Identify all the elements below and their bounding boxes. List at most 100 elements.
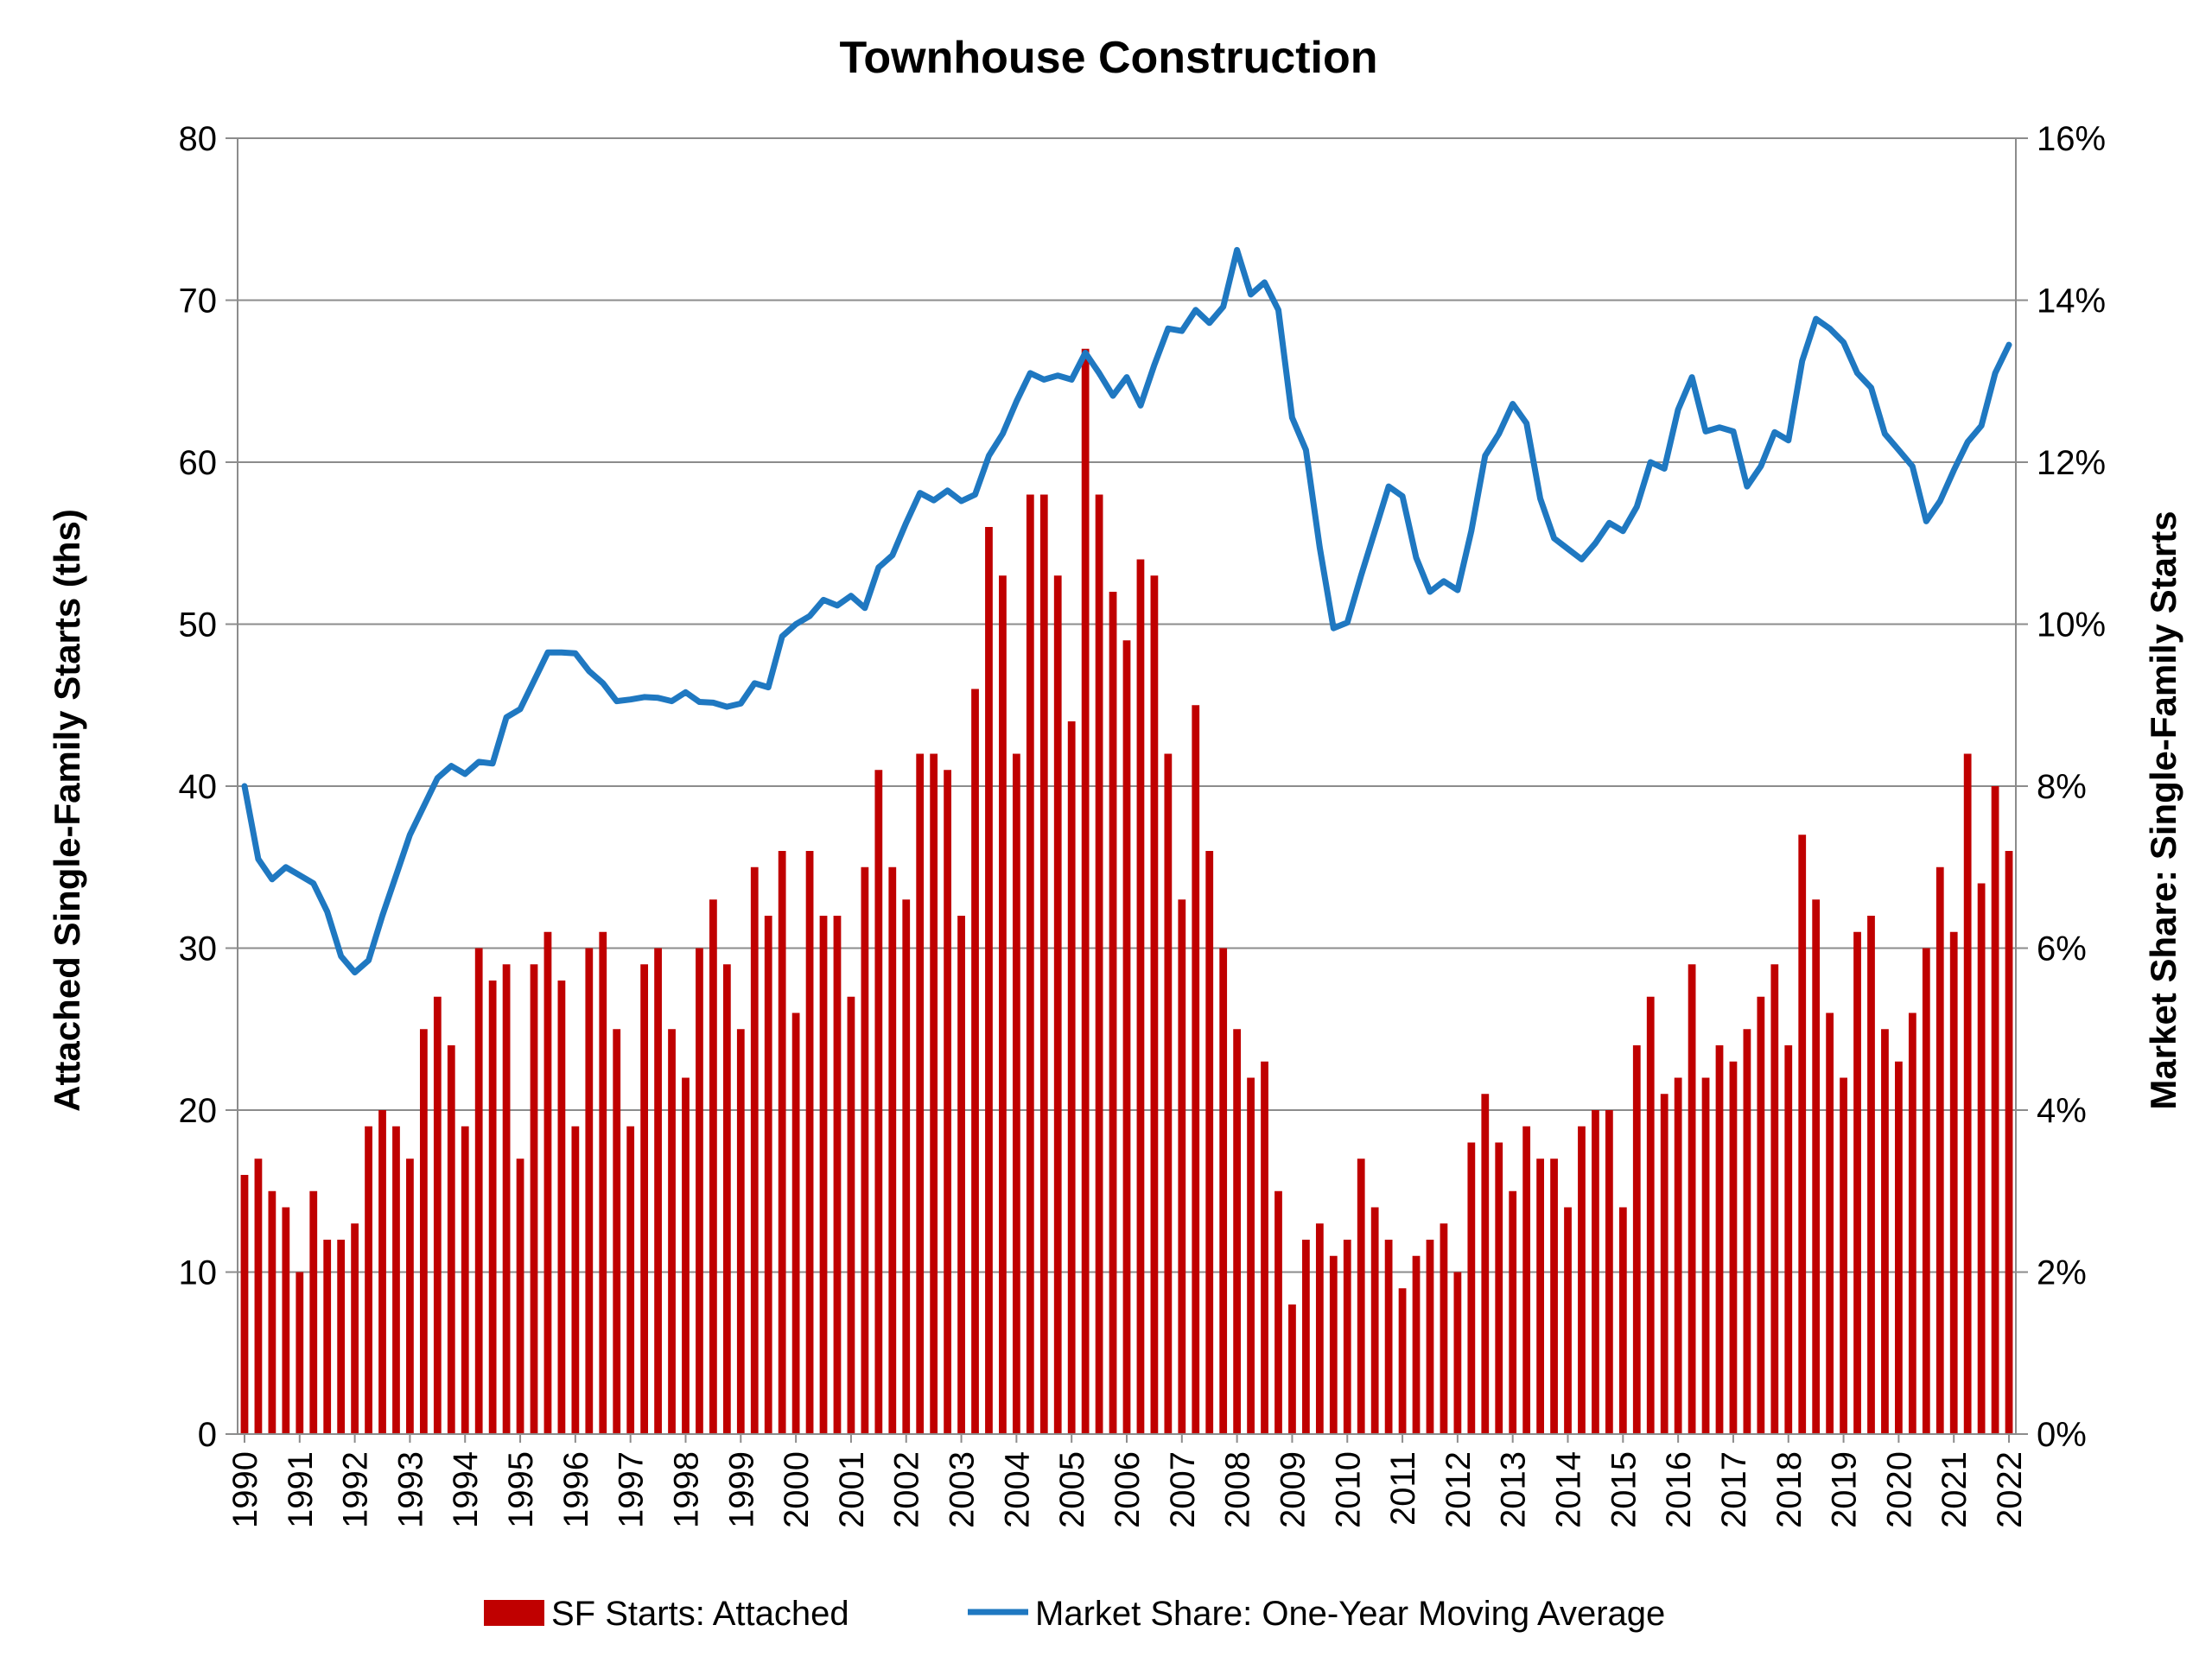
y-axis-title-right: Market Share: Single-Family Starts xyxy=(2143,511,2183,1109)
bar xyxy=(1081,348,1090,1434)
bar xyxy=(1039,494,1048,1434)
bar xyxy=(750,866,759,1434)
bar xyxy=(805,851,814,1434)
bar xyxy=(957,916,965,1434)
bar xyxy=(654,948,662,1434)
bar xyxy=(419,1029,428,1434)
x-tick-label: 2018 xyxy=(1770,1451,1808,1528)
bar xyxy=(1660,1094,1669,1434)
bar xyxy=(447,1045,455,1434)
bar-series xyxy=(240,348,2013,1434)
bar xyxy=(254,1158,263,1434)
bar xyxy=(902,899,911,1434)
bar xyxy=(1743,1029,1751,1434)
bar xyxy=(585,948,594,1434)
bar xyxy=(1592,1110,1599,1434)
axes: 0 10 20 30 40 50 60 70 80 0% 2% 4% 6% 8% 10% 12% 14% 16% 1… xyxy=(179,120,2107,1528)
bar xyxy=(1618,1207,1627,1434)
bar xyxy=(1605,1110,1613,1434)
bar xyxy=(1867,916,1875,1434)
bar xyxy=(1881,1029,1889,1434)
y-tick-label: 10 xyxy=(179,1254,218,1292)
bar xyxy=(626,1126,635,1434)
x-tick-label: 1997 xyxy=(613,1451,651,1528)
x-tick-label: 2004 xyxy=(998,1451,1036,1528)
x-tick-label: 1991 xyxy=(282,1451,320,1528)
bar xyxy=(1247,1077,1255,1434)
legend-swatch-bars xyxy=(484,1600,544,1626)
x-tick-label: 2007 xyxy=(1164,1451,1202,1528)
bar xyxy=(1426,1240,1434,1434)
bar xyxy=(461,1126,469,1434)
x-tick-label: 2020 xyxy=(1880,1451,1918,1528)
bar xyxy=(1302,1240,1310,1434)
bar xyxy=(1274,1190,1282,1434)
bar xyxy=(1895,1061,1903,1434)
x-tick-label: 1999 xyxy=(722,1451,760,1528)
x-tick-label: 2013 xyxy=(1495,1451,1533,1528)
bar xyxy=(1770,964,1779,1434)
chart-title: Townhouse Construction xyxy=(840,33,1378,83)
y-tick-label: 50 xyxy=(179,606,218,644)
y2-tick-label: 16% xyxy=(2037,120,2106,158)
bar xyxy=(722,964,731,1434)
bar xyxy=(1095,494,1103,1434)
y2-tick-label: 12% xyxy=(2037,444,2106,482)
bar xyxy=(778,851,786,1434)
legend-label-bars: SF Starts: Attached xyxy=(551,1595,849,1633)
x-tick-label: 2022 xyxy=(1991,1451,2029,1528)
bar xyxy=(557,981,566,1434)
market-share-line xyxy=(241,246,2012,976)
y-tick-label: 20 xyxy=(179,1092,218,1130)
bar xyxy=(944,770,951,1434)
bar xyxy=(365,1126,372,1434)
bar xyxy=(1219,948,1228,1434)
bar xyxy=(309,1190,318,1434)
bar xyxy=(571,1126,580,1434)
legend-label-line: Market Share: One-Year Moving Average xyxy=(1035,1595,1665,1633)
bar xyxy=(1370,1207,1379,1434)
bar xyxy=(1908,1012,1916,1434)
bar xyxy=(1481,1094,1490,1434)
bar xyxy=(1757,996,1765,1434)
bar xyxy=(1812,899,1821,1434)
x-tick-label: 2002 xyxy=(888,1451,926,1528)
bar xyxy=(682,1077,690,1434)
bar xyxy=(2005,851,2013,1434)
bar xyxy=(240,1175,249,1434)
bar xyxy=(1453,1272,1462,1434)
bar xyxy=(1205,851,1214,1434)
bar xyxy=(847,996,855,1434)
bar xyxy=(1578,1126,1586,1434)
bar xyxy=(1674,1077,1682,1434)
bar xyxy=(1150,575,1159,1434)
x-tick-label: 1990 xyxy=(226,1451,264,1528)
x-tick-label: 2016 xyxy=(1660,1451,1698,1528)
x-tick-label: 1993 xyxy=(391,1451,429,1528)
x-tick-label: 1994 xyxy=(447,1451,485,1528)
bar xyxy=(268,1190,276,1434)
bar xyxy=(392,1126,400,1434)
bar xyxy=(1922,948,1930,1434)
x-tick-label: 1998 xyxy=(667,1451,705,1528)
bar xyxy=(1522,1126,1531,1434)
bar xyxy=(1550,1158,1558,1434)
x-tick-label: 2001 xyxy=(833,1451,871,1528)
bar xyxy=(1798,835,1807,1434)
bar xyxy=(1384,1240,1393,1434)
bar xyxy=(1012,753,1020,1434)
bar xyxy=(1288,1304,1296,1434)
bar xyxy=(1440,1223,1448,1434)
bar xyxy=(736,1029,745,1434)
bar xyxy=(791,1012,800,1434)
bar xyxy=(543,931,552,1434)
bar xyxy=(696,948,703,1434)
bar xyxy=(1467,1142,1476,1434)
bar xyxy=(1509,1190,1517,1434)
bar xyxy=(488,981,497,1434)
bar xyxy=(1729,1061,1738,1434)
bar xyxy=(474,948,483,1434)
bar xyxy=(764,916,772,1434)
bar xyxy=(282,1207,290,1434)
x-tick-label: 1996 xyxy=(557,1451,595,1528)
